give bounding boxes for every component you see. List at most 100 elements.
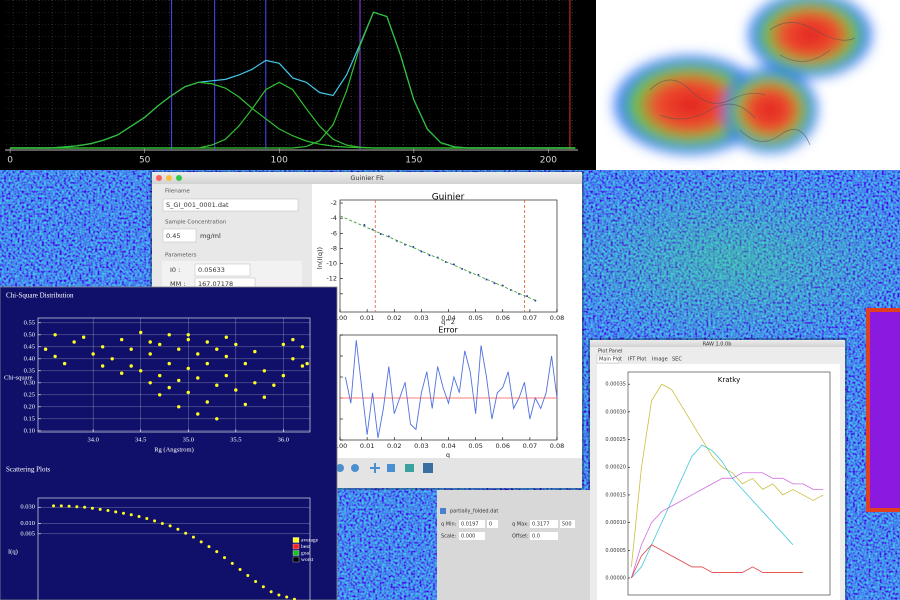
field-label: Offset: [512,534,529,540]
zoom-button[interactable] [176,175,182,181]
input[interactable] [487,520,498,528]
point [272,383,276,387]
x-tick-label: 0.07 [523,314,537,322]
point [184,531,188,535]
point [199,540,203,544]
concentration-input[interactable] [162,228,197,243]
field-label: q Max: [512,522,529,528]
plot-area [597,364,840,600]
input[interactable] [459,520,485,528]
close-button[interactable] [156,175,162,181]
y-tick-label: -2 [331,199,337,207]
point [186,390,190,395]
y-tick-label: 0.00000 [605,575,626,581]
fit-line [339,215,536,301]
x-tick-label: 0 [7,156,13,166]
tab-label[interactable]: Image [652,357,668,363]
save-button[interactable] [423,463,433,473]
filename: partially_folded.dat [450,509,498,515]
toolbar-button[interactable] [351,464,359,472]
input[interactable] [530,532,558,540]
point [223,556,227,560]
point [234,342,238,347]
point [269,590,273,594]
input[interactable] [459,532,485,540]
pan-button[interactable] [370,463,380,473]
point [121,511,125,515]
point [168,524,172,528]
point [262,369,267,373]
zoom-button[interactable] [387,464,395,472]
tab[interactable] [596,354,620,364]
point [207,545,211,549]
y-axis-label: Chi-square [4,374,33,381]
tab-label[interactable]: SEC [672,357,682,363]
point [81,335,86,339]
point [205,340,209,344]
y-tick-label: 0.00015 [605,492,626,498]
point [253,349,257,354]
panel [437,490,590,600]
x-tick-label: 0.03 [414,442,428,450]
point [205,400,209,404]
legend-label: worst [301,557,314,563]
plot-frame [37,317,311,433]
point [291,337,295,342]
field-value: 0 [489,522,492,528]
point [230,561,234,565]
input[interactable] [530,520,558,528]
series-line [10,11,576,149]
point [62,361,67,366]
point [106,509,110,513]
minimize-button[interactable] [166,175,172,181]
x-tick-label: 150 [405,156,422,166]
series-line [344,340,558,438]
point [153,519,157,523]
point [234,388,238,392]
parameter-input[interactable] [194,263,251,277]
plot-title: Error [438,326,458,335]
point [243,402,248,407]
point [485,278,488,281]
tab-label[interactable]: Main Plot [599,357,622,363]
detector-glow [540,170,900,350]
chromatogram-grid [5,0,578,150]
x-tick-label: 0.06 [496,442,510,450]
y-tick-label: 0.25 [24,391,35,398]
point [67,504,71,508]
protein-image [596,0,900,170]
point [177,378,181,383]
x-tick-label: 0.08 [550,442,564,450]
input[interactable] [560,520,575,528]
x-tick-label: 200 [540,156,557,166]
point [363,223,366,226]
point [129,513,133,517]
point [281,373,286,378]
point [91,352,95,356]
point [224,354,229,359]
chi-square-window: Chi-Square Distribution Chi-square Rg (A… [0,286,338,600]
point [158,393,162,397]
checkbox[interactable] [440,508,446,514]
toolbar-button[interactable] [336,464,344,472]
x-tick-label: 0.00 [333,314,347,322]
x-tick-label: 36.0 [278,436,289,443]
point [176,527,180,531]
settings-button[interactable] [405,464,414,472]
point [215,417,219,421]
point [114,510,118,514]
y-tick-label: -6 [331,229,337,237]
filename-input[interactable] [162,198,299,212]
point [160,522,164,526]
legend-swatch [292,556,300,563]
ribbon [659,103,756,120]
parameter-value: 0.05633 [198,266,225,274]
point [379,233,382,236]
point [139,369,143,373]
point [148,381,152,385]
point [291,357,295,361]
tab-label[interactable]: IFT Plot [628,357,646,363]
x-tick-label: 0.02 [387,442,401,450]
title-bar [152,172,582,184]
point [196,412,200,416]
